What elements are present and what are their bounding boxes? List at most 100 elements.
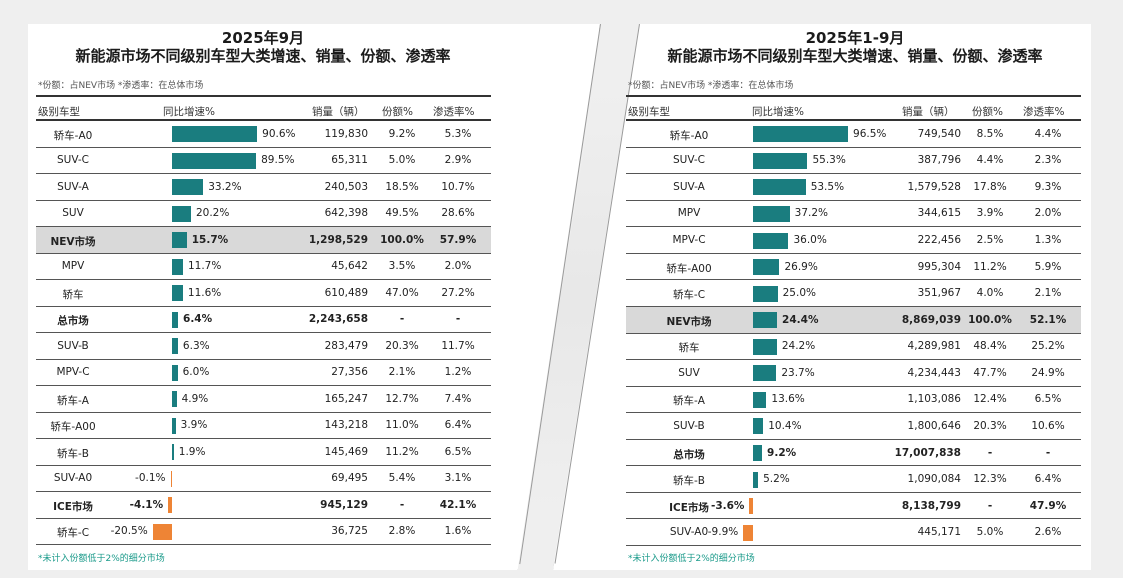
growth-bar-positive <box>172 391 177 408</box>
table-row: 轿车-C -20.5% 36,725 2.8% 1.6% <box>36 519 491 545</box>
growth-value: 33.2% <box>208 180 242 193</box>
growth-bar-positive <box>753 338 777 355</box>
share-value: 12.3% <box>973 473 1007 486</box>
header-bottom-rule <box>626 119 1081 121</box>
share-value: 5.0% <box>388 154 416 167</box>
penetration-value: 47.9% <box>1029 499 1067 512</box>
growth-bar-positive <box>753 126 849 143</box>
penetration-value: 3.1% <box>444 472 472 485</box>
sales-value: 65,311 <box>331 154 368 167</box>
segment-label: SUV-A <box>673 180 705 193</box>
growth-bar-negative <box>170 470 172 487</box>
table-row: MPV 37.2% 344,615 3.9% 2.0% <box>626 201 1081 228</box>
header-top-rule <box>626 95 1081 97</box>
share-value: 12.7% <box>385 392 419 405</box>
share-value: 11.2% <box>385 445 419 458</box>
growth-value: 11.7% <box>187 260 222 273</box>
penetration-value: 1.2% <box>444 366 472 379</box>
table-row: SUV-B 6.3% 283,479 20.3% 11.7% <box>36 333 491 360</box>
chart-subtitle: 新能源市场不同级别车型大类增速、销量、份额、渗透率 <box>75 47 451 65</box>
penetration-value: 2.3% <box>1034 154 1062 167</box>
penetration-value: 9.3% <box>1034 180 1062 193</box>
table-row: SUV 20.2% 642,398 49.5% 28.6% <box>36 201 491 227</box>
penetration-value: 7.4% <box>444 392 472 405</box>
table-row: NEV市场 24.4% 8,869,039 100.0% 52.1% <box>626 306 1081 334</box>
share-value: 4.0% <box>976 287 1004 300</box>
penetration-value: 5.9% <box>1034 260 1062 273</box>
growth-value: 5.2% <box>763 473 790 486</box>
share-value: 4.4% <box>976 154 1004 167</box>
panel-september <box>28 24 600 570</box>
sales-value: 145,469 <box>324 445 368 458</box>
share-value: 3.9% <box>976 207 1004 220</box>
growth-value: 4.9% <box>181 392 209 405</box>
column-header-growth: 同比增速% <box>163 106 215 118</box>
penetration-value: 10.7% <box>441 180 475 193</box>
table-row: ICE市场 -3.6% 8,138,799 - 47.9% <box>626 493 1081 520</box>
growth-value: 55.3% <box>812 154 846 167</box>
sales-value: 143,218 <box>324 419 368 432</box>
share-value: 2.1% <box>388 366 416 379</box>
growth-bar-positive <box>172 205 191 222</box>
penetration-value: 27.2% <box>441 286 475 299</box>
share-value: 18.5% <box>385 180 419 193</box>
sales-value: 445,171 <box>917 526 961 539</box>
share-value: 20.3% <box>973 419 1007 432</box>
growth-bar-negative <box>749 498 753 515</box>
table-row: SUV-A0 -9.9% 445,171 5.0% 2.6% <box>626 519 1081 546</box>
growth-value: 15.7% <box>191 233 229 246</box>
growth-value: 6.0% <box>182 366 210 379</box>
growth-value: 9.2% <box>767 446 797 459</box>
footnote: *未计入份额低于2%的细分市场 <box>38 554 165 564</box>
segment-label: SUV-A0 <box>53 472 93 485</box>
growth-value: 26.9% <box>784 260 818 273</box>
sales-value: 36,725 <box>331 525 368 538</box>
segment-label: MPV-C <box>672 234 706 247</box>
growth-value: 1.9% <box>178 445 206 458</box>
table-row: SUV-C 55.3% 387,796 4.4% 2.3% <box>626 148 1081 175</box>
table-row: 轿车-A 4.9% 165,247 12.7% 7.4% <box>36 386 491 413</box>
growth-bar-positive <box>753 418 764 435</box>
segment-label: NEV市场 <box>50 235 96 248</box>
growth-value: 11.6% <box>187 286 222 299</box>
sales-value: 8,138,799 <box>901 499 961 512</box>
table-row: 轿车 24.2% 4,289,981 48.4% 25.2% <box>626 334 1081 361</box>
sales-value: 2,243,658 <box>308 313 368 326</box>
share-value: 12.4% <box>973 393 1007 406</box>
sales-value: 995,304 <box>917 260 961 273</box>
segment-label: MPV <box>677 207 701 220</box>
growth-value: -3.6% <box>710 499 745 512</box>
sales-value: 1,579,528 <box>907 180 961 193</box>
growth-bar-positive <box>172 311 179 328</box>
table-row: MPV 11.7% 45,642 3.5% 2.0% <box>36 254 491 280</box>
growth-bar-positive <box>753 445 763 462</box>
segment-label: MPV-C <box>56 366 90 379</box>
segment-label: ICE市场 <box>53 500 93 513</box>
penetration-value: 6.5% <box>444 445 472 458</box>
sales-value: 8,869,039 <box>901 313 961 326</box>
sales-value: 945,129 <box>320 498 368 511</box>
share-value: 49.5% <box>385 207 419 220</box>
growth-bar-positive <box>753 285 778 302</box>
growth-bar-positive <box>172 258 183 275</box>
sales-value: 27,356 <box>331 366 368 379</box>
segment-label: SUV-B <box>57 339 89 352</box>
segment-label: SUV-B <box>673 419 705 432</box>
column-header-penetration: 渗透率% <box>433 106 475 118</box>
sales-value: 283,479 <box>324 339 368 352</box>
table-row: SUV-B 10.4% 1,800,646 20.3% 10.6% <box>626 413 1081 440</box>
share-value: 5.0% <box>976 526 1004 539</box>
column-header-sales: 销量（辆） <box>902 106 955 118</box>
sales-value: 1,800,646 <box>907 419 961 432</box>
segment-label: 轿车-C <box>56 527 90 540</box>
penetration-value: 52.1% <box>1029 313 1067 326</box>
sales-value: 1,103,086 <box>907 393 961 406</box>
share-value: 2.5% <box>976 234 1004 247</box>
growth-bar-positive <box>753 365 777 382</box>
growth-value: -0.1% <box>135 472 166 485</box>
table-row: SUV 23.7% 4,234,443 47.7% 24.9% <box>626 360 1081 387</box>
table-row: 轿车-B 1.9% 145,469 11.2% 6.5% <box>36 439 491 466</box>
segment-label: 轿车 <box>62 288 84 301</box>
share-value: 48.4% <box>973 340 1007 353</box>
share-value: 5.4% <box>388 472 416 485</box>
